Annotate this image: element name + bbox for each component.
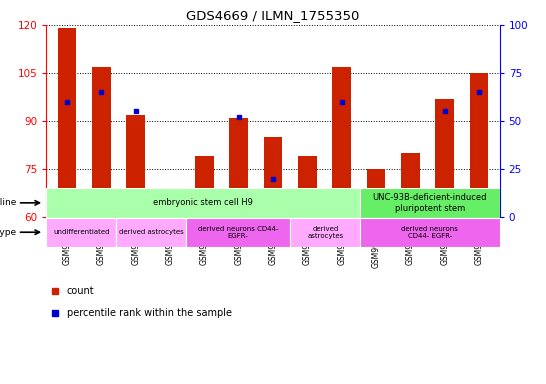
Bar: [360, 188, 500, 217]
Bar: [116, 217, 186, 247]
Text: derived neurons
CD44- EGFR-: derived neurons CD44- EGFR-: [401, 226, 458, 239]
Title: GDS4669 / ILMN_1755350: GDS4669 / ILMN_1755350: [186, 9, 360, 22]
Text: percentile rank within the sample: percentile rank within the sample: [67, 308, 232, 318]
Text: UNC-93B-deficient-induced
pluripotent stem: UNC-93B-deficient-induced pluripotent st…: [372, 193, 487, 213]
Bar: [264, 137, 282, 217]
Bar: [298, 156, 317, 217]
Bar: [366, 169, 385, 217]
Bar: [46, 188, 360, 217]
Bar: [360, 217, 500, 247]
Bar: [57, 28, 76, 217]
Text: undifferentiated: undifferentiated: [53, 229, 110, 235]
Text: embryonic stem cell H9: embryonic stem cell H9: [153, 199, 253, 207]
Bar: [332, 66, 351, 217]
Text: derived
astrocytes: derived astrocytes: [307, 226, 343, 239]
Bar: [435, 99, 454, 217]
Bar: [92, 66, 111, 217]
Text: count: count: [67, 286, 94, 296]
Bar: [290, 217, 360, 247]
Text: derived neurons CD44-
EGFR-: derived neurons CD44- EGFR-: [198, 226, 278, 239]
Bar: [229, 118, 248, 217]
Bar: [46, 217, 116, 247]
Bar: [195, 156, 214, 217]
Bar: [401, 153, 420, 217]
Text: derived astrocytes: derived astrocytes: [118, 229, 183, 235]
Bar: [186, 217, 290, 247]
Text: cell type: cell type: [0, 228, 16, 237]
Bar: [161, 201, 180, 217]
Bar: [126, 114, 145, 217]
Text: cell line: cell line: [0, 199, 16, 207]
Bar: [470, 73, 489, 217]
